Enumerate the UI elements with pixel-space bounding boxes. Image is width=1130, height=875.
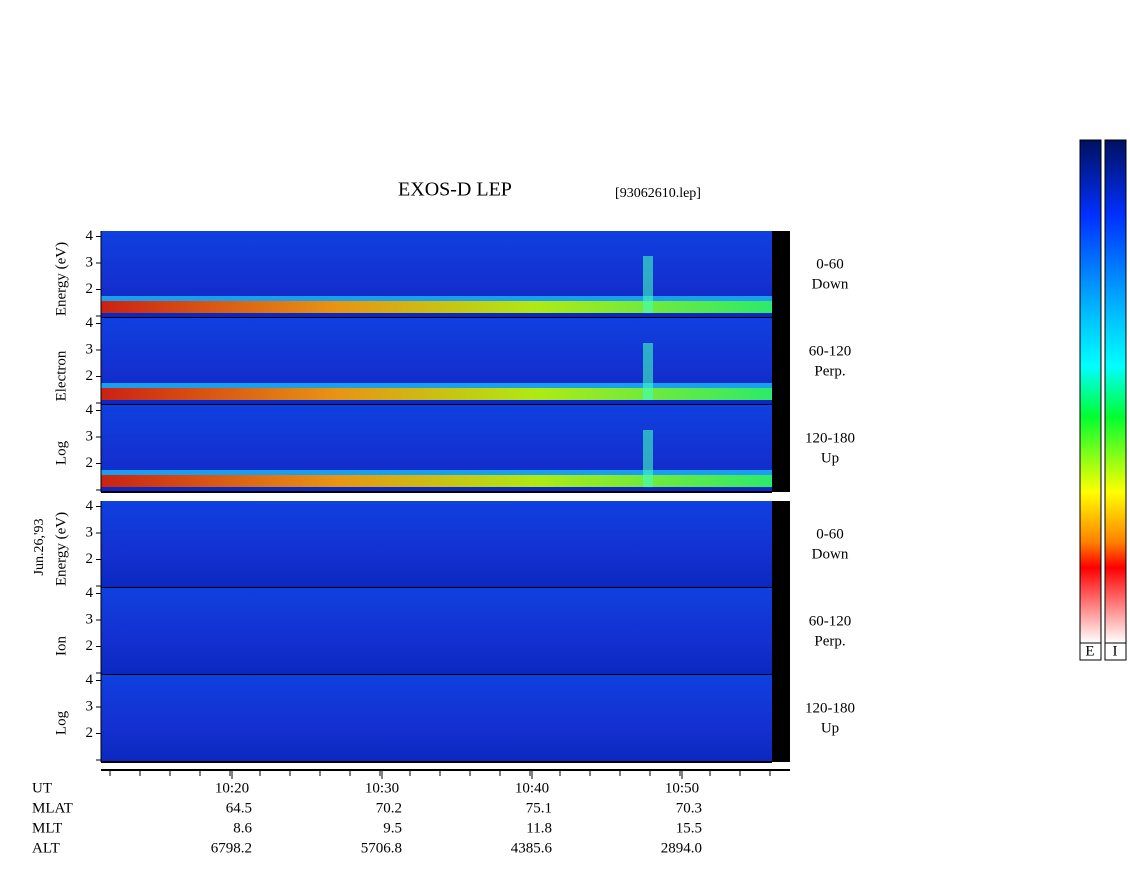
y-tick-label: 2 bbox=[86, 551, 94, 567]
spectrogram-band bbox=[101, 470, 772, 475]
panel-direction: Down bbox=[812, 276, 849, 292]
y-tick-label: 4 bbox=[86, 402, 94, 418]
spectrogram-band bbox=[101, 301, 772, 313]
y-axis-label: Electron bbox=[53, 350, 69, 401]
y-tick-label: 3 bbox=[86, 524, 94, 540]
ephemeris-value: 15.5 bbox=[676, 820, 702, 836]
y-tick-label: 2 bbox=[86, 725, 94, 741]
spectrogram-feature bbox=[643, 343, 653, 400]
ephemeris-value: 10:40 bbox=[515, 780, 549, 796]
data-gap bbox=[772, 318, 790, 405]
panel-range: 60-120 bbox=[809, 613, 852, 629]
panel-range: 120-180 bbox=[805, 700, 855, 716]
y-tick-label: 2 bbox=[86, 281, 94, 297]
panel-direction: Up bbox=[821, 450, 839, 466]
spectrogram bbox=[101, 675, 772, 762]
file-name: [93062610.lep] bbox=[615, 186, 701, 201]
spectrogram bbox=[101, 501, 772, 588]
data-gap bbox=[772, 231, 790, 318]
row-label: ALT bbox=[32, 840, 60, 856]
row-label: MLT bbox=[32, 820, 62, 836]
panel-direction: Down bbox=[812, 546, 849, 562]
spectrogram-feature bbox=[643, 430, 653, 487]
y-tick-label: 4 bbox=[86, 585, 94, 601]
spectrogram-band bbox=[101, 383, 772, 388]
ephemeris-value: 70.2 bbox=[376, 800, 402, 816]
y-tick-label: 4 bbox=[86, 672, 94, 688]
date-label: Jun.26,'93 bbox=[32, 519, 47, 576]
spectrogram-band bbox=[101, 388, 772, 400]
y-tick-label: 3 bbox=[86, 611, 94, 627]
y-tick-label: 4 bbox=[86, 498, 94, 514]
y-tick-label: 3 bbox=[86, 341, 94, 357]
ephemeris-value: 6798.2 bbox=[211, 840, 252, 856]
colorbar bbox=[1079, 139, 1102, 644]
ephemeris-value: 70.3 bbox=[676, 800, 702, 816]
row-label: MLAT bbox=[32, 800, 73, 816]
row-label: UT bbox=[32, 780, 52, 796]
panel-direction: Perp. bbox=[814, 633, 845, 649]
panel-direction: Up bbox=[821, 720, 839, 736]
y-axis-label: Log bbox=[53, 710, 69, 735]
ephemeris-value: 4385.6 bbox=[511, 840, 553, 856]
colorbar-label-box bbox=[1104, 642, 1127, 661]
ephemeris-value: 8.6 bbox=[233, 820, 252, 836]
ephemeris-value: 5706.8 bbox=[361, 840, 402, 856]
y-tick-label: 4 bbox=[86, 315, 94, 331]
spectrogram-feature bbox=[643, 256, 653, 313]
colorbar bbox=[1104, 139, 1127, 644]
ephemeris-value: 10:30 bbox=[365, 780, 399, 796]
ephemeris-value: 11.8 bbox=[526, 820, 552, 836]
ephemeris-value: 2894.0 bbox=[661, 840, 702, 856]
data-gap bbox=[772, 501, 790, 588]
y-axis-label: Energy (eV) bbox=[53, 242, 69, 316]
ephemeris-value: 10:20 bbox=[215, 780, 249, 796]
title: EXOS-D LEP bbox=[398, 179, 512, 201]
spectrogram bbox=[101, 588, 772, 675]
data-gap bbox=[772, 588, 790, 675]
y-tick-label: 3 bbox=[86, 698, 94, 714]
data-gap bbox=[772, 675, 790, 762]
y-axis-label: Log bbox=[53, 440, 69, 465]
colorbar-label: E bbox=[1085, 643, 1094, 659]
spectrogram-band bbox=[101, 296, 772, 301]
panel-range: 0-60 bbox=[816, 256, 844, 272]
data-gap bbox=[772, 405, 790, 492]
y-tick-label: 2 bbox=[86, 455, 94, 471]
colorbar-label-box bbox=[1079, 642, 1102, 661]
spectrogram-band bbox=[101, 475, 772, 487]
ephemeris-value: 10:50 bbox=[665, 780, 699, 796]
y-tick-label: 4 bbox=[86, 228, 94, 244]
panel-range: 0-60 bbox=[816, 526, 844, 542]
ephemeris-value: 9.5 bbox=[383, 820, 402, 836]
colorbar-label: I bbox=[1113, 643, 1118, 659]
y-axis-label: Energy (eV) bbox=[53, 512, 69, 586]
panel-range: 120-180 bbox=[805, 430, 855, 446]
y-tick-label: 3 bbox=[86, 254, 94, 270]
y-tick-label: 2 bbox=[86, 638, 94, 654]
y-tick-label: 3 bbox=[86, 428, 94, 444]
y-axis-label: Ion bbox=[53, 636, 69, 656]
ephemeris-value: 64.5 bbox=[226, 800, 252, 816]
ephemeris-value: 75.1 bbox=[526, 800, 552, 816]
panel-range: 60-120 bbox=[809, 343, 852, 359]
y-tick-label: 2 bbox=[86, 368, 94, 384]
panel-direction: Perp. bbox=[814, 363, 845, 379]
